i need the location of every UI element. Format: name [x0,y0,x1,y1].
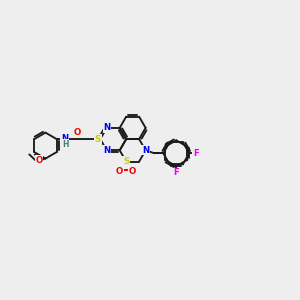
Text: O: O [74,128,81,137]
Text: N: N [103,146,110,155]
Text: F: F [173,168,179,177]
Text: N: N [103,123,110,132]
Text: H: H [62,140,69,148]
Text: S: S [95,135,101,144]
Text: S: S [123,157,129,166]
Text: O: O [129,167,136,176]
Text: F: F [193,149,199,158]
Text: N: N [142,146,149,155]
Text: N: N [61,134,68,143]
Text: O: O [116,167,123,176]
Text: O: O [35,156,43,165]
